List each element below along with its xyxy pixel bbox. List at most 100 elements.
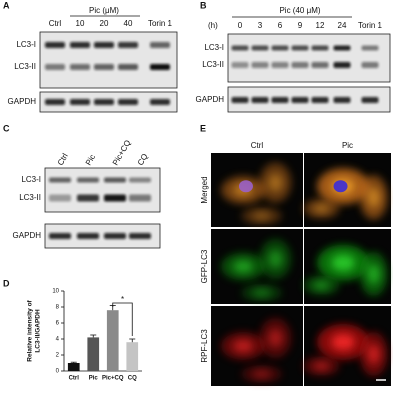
blot-band: [49, 194, 71, 202]
blot-band: [231, 45, 249, 51]
blot-band: [129, 194, 151, 202]
cells: [221, 318, 292, 383]
micrograph: [303, 153, 391, 227]
row-label: GAPDH: [8, 97, 37, 106]
blot-band: [77, 177, 99, 183]
cell-core: [313, 280, 330, 290]
cell-core: [367, 264, 380, 284]
blot-band: [94, 64, 114, 70]
blot-band: [271, 97, 289, 103]
y-tick-label: 8: [56, 305, 60, 311]
blot-frame: [39, 31, 178, 89]
blot-band: [129, 233, 151, 239]
cell-core: [367, 344, 380, 364]
nucleus: [238, 180, 253, 193]
blot-band: [94, 99, 114, 105]
x-tick-label: Pic+CQ: [102, 376, 124, 382]
blot-band: [311, 62, 329, 68]
lane-label: 12: [316, 21, 325, 30]
blot-band: [118, 64, 138, 70]
micrograph: [303, 229, 391, 304]
row-label: LC3-II: [19, 193, 41, 202]
lane-label: Pic: [84, 153, 97, 167]
cells: [221, 239, 292, 302]
lane-header: Pic (40 μM): [279, 6, 320, 15]
column-label: Ctrl: [251, 141, 264, 150]
lane-label: 24: [338, 21, 347, 30]
bar: [106, 310, 119, 371]
blot-band: [70, 64, 90, 70]
cell-core: [313, 204, 330, 213]
blot-band: [77, 233, 99, 239]
y-tick-label: 10: [52, 289, 59, 295]
cells: [303, 244, 388, 296]
panel-label: C: [3, 123, 10, 133]
y-axis-label: Relative intensity of: [27, 299, 34, 361]
row-label: LC3-II: [202, 60, 224, 69]
blot-band: [231, 62, 249, 68]
panel-label: A: [3, 0, 10, 10]
blot-band: [333, 62, 351, 68]
panel-label: D: [3, 278, 10, 288]
micrograph: [211, 229, 303, 304]
unit-label: (h): [208, 21, 218, 30]
cell-core: [313, 361, 330, 371]
x-tick-label: CQ: [128, 376, 137, 382]
blot-band: [251, 62, 269, 68]
cell-core: [252, 288, 271, 297]
cell-core: [268, 173, 283, 192]
blot-band: [77, 194, 99, 202]
y-tick-label: 2: [56, 353, 60, 359]
cell-core: [331, 254, 355, 271]
lane-label: Torin 1: [148, 19, 173, 28]
blot-band: [150, 64, 170, 70]
blot-band: [70, 42, 90, 48]
blot-band: [333, 97, 351, 103]
blot-band: [129, 177, 151, 183]
row-label: GAPDH: [13, 231, 42, 240]
blot-band: [104, 177, 126, 183]
blot-band: [251, 97, 269, 103]
row-label: LC3-II: [14, 62, 36, 71]
blot-band: [49, 233, 71, 239]
blot-frame: [44, 167, 161, 213]
lane-label: Ctrl: [49, 19, 62, 28]
blot-band: [104, 194, 126, 202]
lane-label: 6: [278, 21, 283, 30]
row-label: LC3-I: [204, 43, 224, 52]
bar: [67, 363, 80, 371]
micrograph: [211, 306, 303, 386]
blot-band: [150, 42, 170, 48]
significance-label: *: [121, 295, 124, 304]
blot-band: [311, 45, 329, 51]
lane-label: 40: [124, 19, 133, 28]
cells: [221, 162, 292, 225]
cell-core: [367, 187, 380, 208]
x-tick-label: Ctrl: [69, 376, 80, 382]
micrograph: [303, 306, 391, 386]
lane-label: 9: [298, 21, 303, 30]
cell-core: [233, 260, 254, 273]
lane-label: 0: [238, 21, 243, 30]
lane-label: CQ: [136, 152, 150, 167]
blot-band: [361, 45, 379, 51]
micrograph: [211, 153, 303, 227]
blot-band: [45, 99, 65, 105]
blot-band: [49, 177, 71, 183]
cell-core: [233, 339, 254, 353]
lane-header: Pic (μM): [89, 6, 119, 15]
lane-label: 3: [258, 21, 263, 30]
cells: [303, 324, 388, 376]
blot-band: [94, 42, 114, 48]
lane-label: Torin 1: [358, 21, 383, 30]
blot-band: [150, 99, 170, 105]
blot-band: [251, 45, 269, 51]
blot-band: [45, 42, 65, 48]
blot-band: [291, 62, 309, 68]
panel-label: E: [200, 123, 206, 133]
row-label: LC3-I: [16, 40, 36, 49]
blot-band: [70, 99, 90, 105]
row-label: RPF-LC3: [200, 329, 209, 363]
lane-label: Pic+CQ: [111, 138, 133, 167]
